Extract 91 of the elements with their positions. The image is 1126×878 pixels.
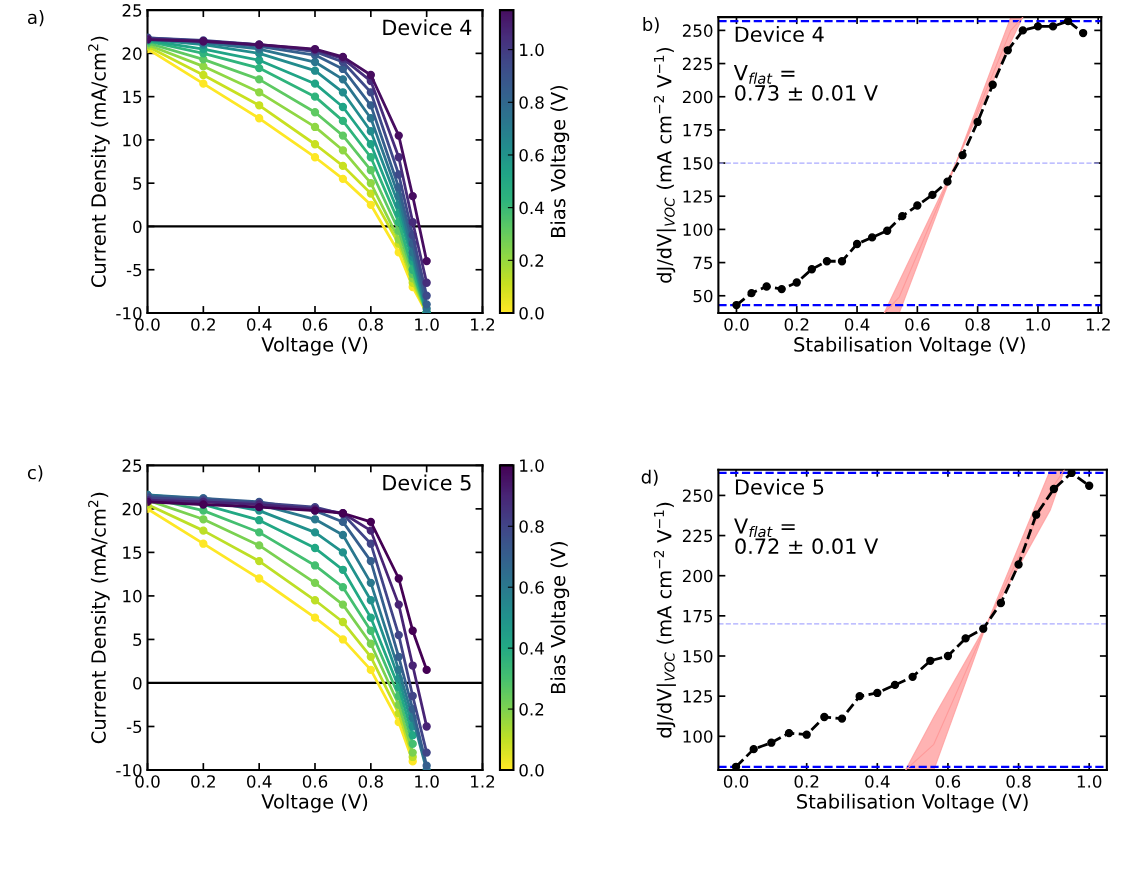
y-tick-label: 0 (133, 220, 142, 234)
annotation: V$_{flat}$ = 0.73 ± 0.01 V (733, 65, 878, 101)
chart-title: c) (27, 465, 43, 482)
color-bar-label: 0.8 (519, 96, 544, 109)
x-tick-label: 1.0 (415, 318, 439, 331)
x-tick-label: 0.6 (935, 775, 961, 788)
chart-title: b) (643, 17, 659, 34)
x-tick-label: 0.4 (865, 775, 890, 788)
x-tick-label: 0.8 (358, 775, 383, 788)
y-tick-label: 20 (122, 502, 142, 516)
y-tick-label: 100 (683, 223, 713, 236)
color-bar-title: Bias Voltage (V) (550, 85, 570, 237)
y-tick-label: 200 (682, 90, 713, 104)
y-tick-label: 50 (693, 289, 713, 303)
y-tick-label: -5 (126, 720, 142, 734)
x-tick-label: 0.0 (724, 318, 749, 331)
y-tick-label: 125 (683, 190, 713, 203)
x-tick-label: 0.6 (302, 318, 328, 331)
y-tick-label: 15 (123, 90, 142, 104)
y-tick-label: 175 (683, 610, 713, 623)
x-axis-title: Voltage (V) (261, 336, 368, 356)
annotation: Device 4 (383, 19, 472, 36)
y-axis-title: dJ/dV|$_{VOC}$ (mA cm$^{−2}$ V$^{−1}$) (653, 502, 676, 738)
x-tick-label: 0.2 (191, 775, 215, 788)
x-tick-label: 1.2 (471, 318, 495, 331)
y-tick-label: 0 (133, 676, 142, 690)
y-tick-label: 150 (683, 649, 713, 663)
annotation: Device 4 (735, 26, 824, 43)
y-tick-label: 10 (123, 589, 142, 603)
y-tick-label: 25 (122, 459, 142, 472)
x-tick-label: 0.4 (247, 318, 272, 331)
color-bar-label: 0.8 (519, 520, 544, 533)
y-axis-title: Current Density (mA/cm$^{2}$) (88, 36, 110, 288)
chart-title: a) (27, 10, 44, 27)
x-tick-label: 0.2 (784, 318, 809, 331)
x-tick-label: 0.2 (794, 775, 819, 788)
x-tick-label: 0.0 (723, 775, 749, 788)
color-bar-label: 1.0 (520, 43, 544, 57)
color-bar-label: 0.0 (519, 763, 544, 777)
x-tick-label: 0.6 (905, 318, 930, 331)
color-bar-label: 0.4 (519, 201, 544, 215)
x-tick-label: 0.4 (844, 318, 870, 331)
y-tick-label: 225 (682, 529, 713, 543)
y-tick-label: 150 (683, 157, 713, 170)
y-tick-label: 250 (682, 489, 713, 502)
y-tick-label: 125 (683, 690, 713, 703)
annotation: Device 5 (735, 478, 824, 495)
x-axis-title: Stabilisation Voltage (V) (794, 336, 1025, 356)
x-axis-title: Stabilisation Voltage (V) (797, 793, 1028, 813)
x-tick-label: 1.2 (1086, 318, 1110, 331)
y-tick-label: 10 (123, 133, 142, 147)
x-tick-label: 1.0 (1026, 318, 1051, 331)
y-tick-label: -5 (126, 263, 142, 277)
y-tick-label: 15 (123, 546, 142, 559)
color-bar-label: 0.4 (519, 642, 544, 655)
y-axis-title: Current Density (mA/cm$^{2}$) (88, 492, 110, 744)
y-tick-label: 25 (122, 4, 142, 17)
x-tick-label: 0.2 (191, 318, 215, 331)
color-bar-label: 1.0 (520, 459, 544, 472)
x-tick-label: 0.6 (302, 775, 328, 788)
y-tick-label: 175 (683, 124, 713, 137)
annotation: Device 5 (383, 474, 471, 491)
y-tick-label: 5 (133, 633, 142, 646)
y-tick-label: 200 (682, 569, 713, 583)
x-tick-label: 0.8 (965, 318, 990, 331)
x-axis-title: Voltage (V) (261, 793, 368, 813)
x-tick-label: 0.0 (135, 318, 160, 331)
y-tick-label: -10 (116, 763, 142, 777)
color-bar-label: 0.6 (519, 581, 544, 594)
y-tick-label: 100 (683, 730, 713, 743)
y-axis-title: dJ/dV|$_{VOC}$ (mA cm$^{−2}$ V$^{−1}$) (653, 48, 676, 283)
x-tick-label: 0.8 (1006, 775, 1031, 788)
y-tick-label: -10 (116, 306, 142, 320)
x-tick-label: 1.0 (1077, 775, 1102, 788)
x-tick-label: 0.8 (358, 318, 383, 331)
y-tick-label: 225 (682, 57, 713, 71)
x-tick-label: 0.0 (135, 775, 160, 788)
y-tick-label: 75 (693, 256, 713, 270)
color-bar-label: 0.0 (519, 306, 544, 320)
y-tick-label: 20 (122, 47, 142, 60)
annotation: V$_{flat}$ = 0.72 ± 0.01 V (734, 518, 879, 555)
color-bar-label: 0.6 (519, 148, 544, 162)
y-tick-label: 5 (133, 177, 142, 190)
color-bar-title: Bias Voltage (V) (550, 542, 570, 694)
color-bar-label: 0.2 (519, 254, 544, 267)
y-tick-label: 250 (682, 24, 713, 37)
chart-title: d) (641, 469, 658, 486)
x-tick-label: 0.4 (247, 775, 272, 788)
x-tick-label: 1.2 (471, 775, 495, 788)
x-tick-label: 1.0 (415, 775, 439, 788)
color-bar-label: 0.2 (519, 703, 544, 716)
